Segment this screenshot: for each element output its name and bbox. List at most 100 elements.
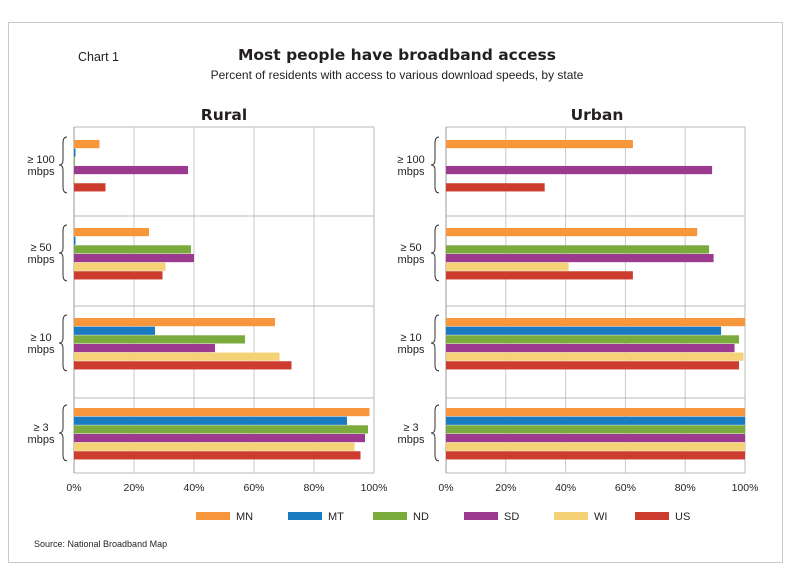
chart-title: Most people have broadband access xyxy=(238,46,556,64)
category-bracket xyxy=(430,404,440,462)
legend-item-nd: ND xyxy=(373,511,429,523)
category-label: ≥ 100 xyxy=(397,154,424,166)
bar-wi xyxy=(74,352,280,361)
bar-wi xyxy=(74,174,75,183)
chart-subtitle: Percent of residents with access to vari… xyxy=(211,68,584,82)
bar-mt xyxy=(74,416,347,425)
bar-mn xyxy=(74,228,149,237)
bar-nd xyxy=(446,245,710,254)
bar-sd xyxy=(74,253,194,263)
legend-item-mt: MT xyxy=(288,511,344,523)
bar-wi xyxy=(74,442,355,451)
legend-swatch xyxy=(288,512,322,520)
legend-swatch xyxy=(464,512,498,520)
x-tick-label: 0% xyxy=(66,482,81,494)
category-bracket xyxy=(430,314,440,372)
x-tick-label: 100% xyxy=(361,482,388,494)
category-label: ≥ 10 xyxy=(400,332,421,344)
x-tick-label: 80% xyxy=(303,482,324,494)
bar-us xyxy=(446,361,740,370)
chart-label: Chart 1 xyxy=(78,50,119,64)
legend-item-wi: WI xyxy=(554,511,607,523)
bar-mn xyxy=(446,408,745,417)
legend-label: ND xyxy=(413,511,429,523)
bar-nd xyxy=(74,157,75,166)
category-label: mbps xyxy=(398,344,425,356)
category-label: mbps xyxy=(398,434,425,446)
x-tick-label: 40% xyxy=(183,482,204,494)
bar-nd xyxy=(74,425,368,434)
category-label: mbps xyxy=(28,434,55,446)
x-tick-label: 40% xyxy=(555,482,576,494)
bar-mn xyxy=(74,318,275,327)
bar-us xyxy=(74,451,361,460)
bar-mn xyxy=(74,408,370,417)
category-label: mbps xyxy=(398,166,425,178)
bar-nd xyxy=(74,245,191,254)
panel-title: Urban xyxy=(571,106,624,124)
legend-swatch xyxy=(196,512,230,520)
category-label: ≥ 50 xyxy=(400,242,421,254)
legend-item-mn: MN xyxy=(196,511,253,523)
x-tick-label: 20% xyxy=(495,482,516,494)
x-tick-label: 60% xyxy=(615,482,636,494)
category-bracket xyxy=(58,314,68,372)
bar-sd xyxy=(446,253,714,263)
bar-mn xyxy=(74,140,100,149)
legend-swatch xyxy=(554,512,588,520)
category-label: ≥ 50 xyxy=(30,242,51,254)
bar-nd xyxy=(74,335,245,344)
legend-label: MT xyxy=(328,511,344,523)
bar-mt xyxy=(74,236,76,245)
bar-sd xyxy=(74,165,188,175)
bar-mn xyxy=(446,228,698,237)
bar-mn xyxy=(446,140,633,149)
bar-sd xyxy=(446,343,735,353)
bar-nd xyxy=(446,335,740,344)
bar-wi xyxy=(446,352,744,361)
bar-us xyxy=(74,361,292,370)
bar-sd xyxy=(446,433,745,443)
bar-sd xyxy=(74,433,365,443)
bar-us xyxy=(446,183,545,192)
bar-us xyxy=(446,271,633,280)
bar-mt xyxy=(74,326,155,335)
legend-item-us: US xyxy=(635,511,690,523)
bar-us xyxy=(446,451,745,460)
panel-title: Rural xyxy=(201,106,247,124)
category-bracket xyxy=(58,224,68,282)
bar-sd xyxy=(74,343,215,353)
bar-mt xyxy=(74,148,76,157)
x-tick-label: 0% xyxy=(438,482,453,494)
legend-label: MN xyxy=(236,511,253,523)
category-label: mbps xyxy=(28,344,55,356)
bar-mt xyxy=(446,326,722,335)
x-tick-label: 80% xyxy=(675,482,696,494)
category-label: mbps xyxy=(28,166,55,178)
legend-label: US xyxy=(675,511,690,523)
legend-swatch xyxy=(373,512,407,520)
bar-mn xyxy=(446,318,745,327)
category-label: ≥ 10 xyxy=(30,332,51,344)
category-label: mbps xyxy=(28,254,55,266)
category-label: mbps xyxy=(398,254,425,266)
legend-item-sd: SD xyxy=(464,511,519,523)
x-tick-label: 60% xyxy=(243,482,264,494)
category-bracket xyxy=(58,404,68,462)
legend-label: WI xyxy=(594,511,607,523)
bar-mt xyxy=(446,416,745,425)
bar-wi xyxy=(446,262,569,271)
legend-swatch xyxy=(635,512,669,520)
bar-wi xyxy=(74,262,166,271)
source-note: Source: National Broadband Map xyxy=(34,539,167,549)
legend-label: SD xyxy=(504,511,519,523)
category-bracket xyxy=(430,224,440,282)
category-bracket xyxy=(58,136,68,194)
bar-wi xyxy=(446,442,745,451)
x-tick-label: 20% xyxy=(123,482,144,494)
bar-sd xyxy=(446,165,713,175)
bar-us xyxy=(74,183,106,192)
